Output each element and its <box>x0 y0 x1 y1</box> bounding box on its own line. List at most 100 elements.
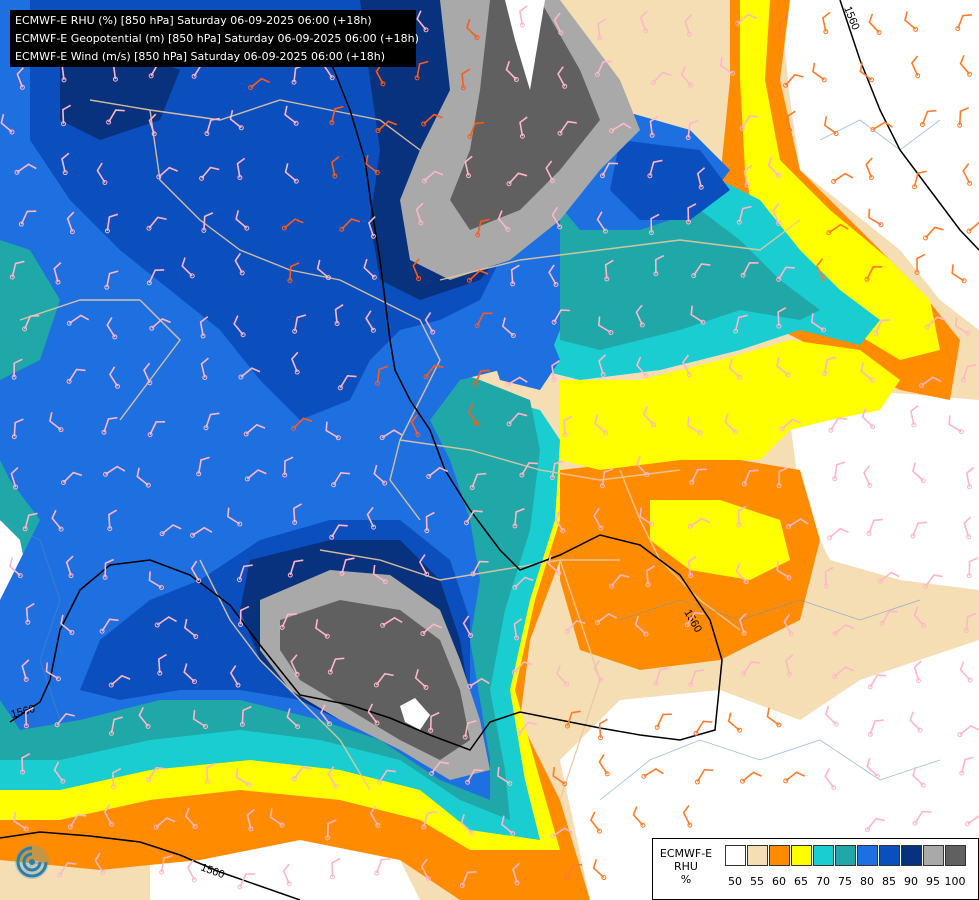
wind-barb <box>467 403 480 426</box>
wind-barb <box>565 710 581 729</box>
wind-barb <box>0 114 15 135</box>
wind-barb <box>287 262 300 283</box>
wind-barb <box>54 712 75 728</box>
legend-swatch <box>769 845 790 866</box>
wind-barb <box>414 669 429 690</box>
wind-barb <box>429 761 449 776</box>
wind-barb <box>634 615 649 637</box>
wind-barb <box>238 605 250 627</box>
wind-barb <box>864 265 883 282</box>
wind-barb <box>914 253 926 275</box>
wind-barb <box>327 657 345 675</box>
wind-barb <box>330 857 341 880</box>
wind-barb <box>733 314 748 334</box>
wind-barb <box>556 665 569 687</box>
wind-barb <box>375 365 388 386</box>
wind-barb <box>292 503 302 525</box>
wind-barb <box>374 858 391 876</box>
wind-barb <box>959 661 973 683</box>
wind-barb <box>367 703 380 726</box>
wind-barb <box>11 358 23 380</box>
legend-tick-label: 50 <box>728 875 742 888</box>
wind-barb <box>424 311 436 335</box>
wind-barb <box>248 77 271 90</box>
wind-barb <box>315 619 330 639</box>
wind-barb <box>826 223 849 236</box>
wind-barb <box>104 270 119 290</box>
wind-barb <box>201 212 214 233</box>
wind-barb <box>376 769 396 785</box>
wind-barb <box>466 18 480 40</box>
wind-barb <box>199 166 220 181</box>
wind-barb <box>506 412 528 427</box>
wind-barb <box>415 202 424 226</box>
wind-barb <box>735 562 749 585</box>
wind-barb <box>464 155 473 179</box>
wind-barb <box>776 266 795 282</box>
wind-barb <box>550 827 573 839</box>
wind-barb <box>911 462 926 484</box>
wind-barb <box>912 170 927 190</box>
wind-barb <box>810 313 826 333</box>
wind-barb <box>966 557 978 579</box>
wind-barb <box>23 706 35 729</box>
wind-barb <box>766 707 782 728</box>
wind-barb <box>564 863 582 881</box>
wind-barb <box>599 468 614 489</box>
wind-barb <box>786 518 809 529</box>
wind-barb <box>181 257 195 279</box>
wind-barb <box>859 62 874 83</box>
wind-barb <box>512 862 521 886</box>
wind-barb <box>146 269 165 286</box>
wind-barb <box>501 317 516 338</box>
wind-barb <box>107 509 118 532</box>
wind-barb <box>831 172 854 184</box>
wind-barb <box>284 163 299 184</box>
wind-barb <box>545 160 555 184</box>
wind-barb <box>965 466 975 490</box>
wind-barb <box>604 259 614 282</box>
wind-barb <box>519 462 538 478</box>
wind-barb <box>147 421 166 438</box>
legend-swatch <box>923 845 944 866</box>
wind-barb <box>827 527 849 541</box>
wind-barb <box>236 564 253 583</box>
wind-barb <box>367 216 376 239</box>
wind-barb <box>954 316 971 336</box>
wind-barb <box>426 466 449 479</box>
wind-barb <box>957 106 970 128</box>
wind-barb <box>735 13 757 26</box>
wind-barb <box>227 507 243 527</box>
wind-barb <box>380 616 403 628</box>
wind-barb <box>464 509 483 526</box>
wind-barb <box>641 768 664 779</box>
wind-barb <box>375 120 398 134</box>
wind-barb <box>282 456 294 478</box>
wind-barb <box>190 526 213 538</box>
wind-barb <box>648 213 660 236</box>
wind-barb <box>66 368 86 384</box>
wind-barb <box>512 576 534 590</box>
wind-barb <box>243 423 266 437</box>
wind-barb <box>101 416 118 435</box>
wind-barb <box>736 505 747 528</box>
wind-barb <box>13 812 29 832</box>
legend-tick-label: 95 <box>926 875 940 888</box>
wind-barb <box>190 560 202 584</box>
wind-barb <box>513 618 523 641</box>
wind-barb <box>776 357 791 378</box>
wind-barb <box>965 814 979 827</box>
wind-barb <box>776 467 788 489</box>
wind-barb <box>421 170 444 184</box>
wind-barb <box>861 408 876 430</box>
wind-barb <box>516 721 538 736</box>
wind-barb <box>959 756 974 776</box>
wind-barb <box>739 115 759 131</box>
wind-barb <box>334 304 344 326</box>
wind-barb <box>286 708 301 730</box>
wind-barb <box>108 674 131 688</box>
wind-barb <box>428 711 440 733</box>
wind-barb <box>649 115 659 138</box>
wind-barb <box>420 623 443 636</box>
